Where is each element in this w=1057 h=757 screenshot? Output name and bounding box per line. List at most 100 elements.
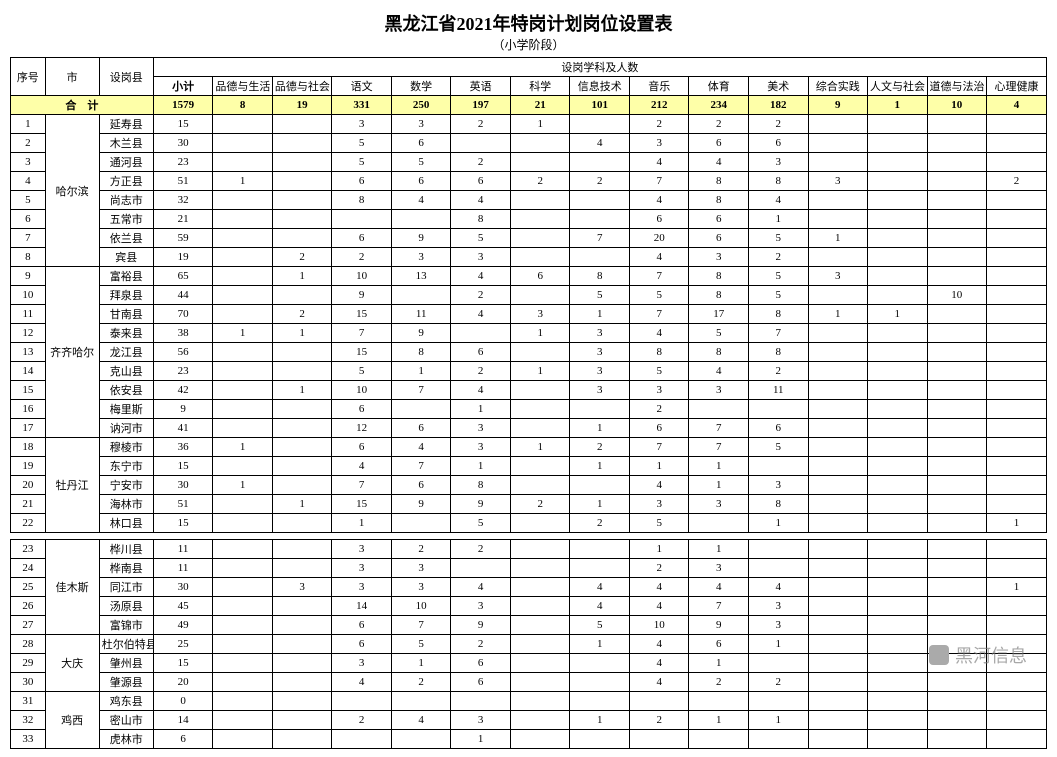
value-cell (272, 559, 332, 578)
value-cell (570, 153, 630, 172)
value-cell (927, 362, 987, 381)
value-cell (570, 559, 630, 578)
value-cell: 5 (391, 635, 451, 654)
value-cell: 1 (749, 514, 809, 533)
value-cell: 15 (153, 514, 213, 533)
county-cell: 泰来县 (99, 324, 153, 343)
county-cell: 木兰县 (99, 134, 153, 153)
value-cell: 9 (153, 400, 213, 419)
value-cell: 1 (332, 514, 392, 533)
value-cell: 2 (749, 115, 809, 134)
value-cell: 41 (153, 419, 213, 438)
seq-cell: 18 (11, 438, 46, 457)
value-cell: 8 (391, 343, 451, 362)
value-cell: 6 (749, 419, 809, 438)
value-cell: 7 (689, 419, 749, 438)
value-cell (213, 400, 273, 419)
total-cell: 101 (570, 96, 630, 115)
value-cell: 1 (213, 476, 273, 495)
value-cell: 4 (332, 457, 392, 476)
value-cell: 10 (391, 597, 451, 616)
value-cell (272, 153, 332, 172)
value-cell: 3 (689, 381, 749, 400)
value-cell (213, 191, 273, 210)
seq-cell: 15 (11, 381, 46, 400)
seq-cell: 21 (11, 495, 46, 514)
value-cell (749, 400, 809, 419)
value-cell (272, 438, 332, 457)
value-cell: 23 (153, 362, 213, 381)
seq-cell: 29 (11, 654, 46, 673)
value-cell (213, 343, 273, 362)
value-cell (927, 229, 987, 248)
value-cell: 6 (332, 635, 392, 654)
county-cell: 穆棱市 (99, 438, 153, 457)
value-cell (213, 286, 273, 305)
value-cell: 51 (153, 495, 213, 514)
value-cell (927, 559, 987, 578)
value-cell (987, 559, 1047, 578)
value-cell (272, 692, 332, 711)
value-cell (510, 597, 570, 616)
value-cell (213, 514, 273, 533)
value-cell: 6 (689, 229, 749, 248)
value-cell: 17 (689, 305, 749, 324)
value-cell: 4 (629, 635, 689, 654)
value-cell (213, 457, 273, 476)
value-cell: 9 (451, 495, 511, 514)
table-row: 19东宁市15471111 (11, 457, 1047, 476)
value-cell (868, 134, 928, 153)
value-cell: 6 (391, 419, 451, 438)
value-cell: 6 (332, 438, 392, 457)
total-cell: 1579 (153, 96, 213, 115)
table-row: 26汤原县45141034473 (11, 597, 1047, 616)
value-cell: 8 (451, 476, 511, 495)
value-cell: 4 (749, 191, 809, 210)
value-cell (272, 457, 332, 476)
value-cell (272, 229, 332, 248)
value-cell: 2 (272, 305, 332, 324)
value-cell (689, 692, 749, 711)
value-cell: 2 (570, 438, 630, 457)
value-cell: 3 (570, 324, 630, 343)
value-cell (987, 248, 1047, 267)
value-cell: 25 (153, 635, 213, 654)
value-cell: 4 (629, 324, 689, 343)
value-cell (391, 286, 451, 305)
seq-cell: 19 (11, 457, 46, 476)
value-cell: 3 (749, 597, 809, 616)
value-cell (272, 654, 332, 673)
value-cell (808, 476, 868, 495)
value-cell: 7 (332, 476, 392, 495)
value-cell (510, 457, 570, 476)
value-cell: 3 (332, 115, 392, 134)
value-cell (927, 267, 987, 286)
value-cell: 6 (689, 134, 749, 153)
value-cell: 1 (272, 324, 332, 343)
value-cell: 2 (629, 559, 689, 578)
value-cell: 3 (272, 578, 332, 597)
value-cell: 4 (689, 153, 749, 172)
value-cell: 70 (153, 305, 213, 324)
value-cell (272, 419, 332, 438)
value-cell: 1 (272, 267, 332, 286)
col-group: 设岗学科及人数 (153, 58, 1046, 77)
value-cell (808, 673, 868, 692)
value-cell (868, 635, 928, 654)
value-cell (808, 286, 868, 305)
city-cell: 佳木斯 (45, 540, 99, 635)
value-cell (927, 730, 987, 749)
table-row: 11甘南县7021511431717811 (11, 305, 1047, 324)
value-cell (868, 730, 928, 749)
value-cell: 4 (451, 267, 511, 286)
col-subject: 人文与社会 (868, 77, 928, 96)
table-row: 20宁安市301768413 (11, 476, 1047, 495)
value-cell (213, 210, 273, 229)
value-cell: 4 (689, 362, 749, 381)
value-cell: 4 (451, 305, 511, 324)
value-cell: 0 (153, 692, 213, 711)
value-cell (749, 540, 809, 559)
value-cell: 5 (749, 267, 809, 286)
seq-cell: 8 (11, 248, 46, 267)
value-cell: 59 (153, 229, 213, 248)
